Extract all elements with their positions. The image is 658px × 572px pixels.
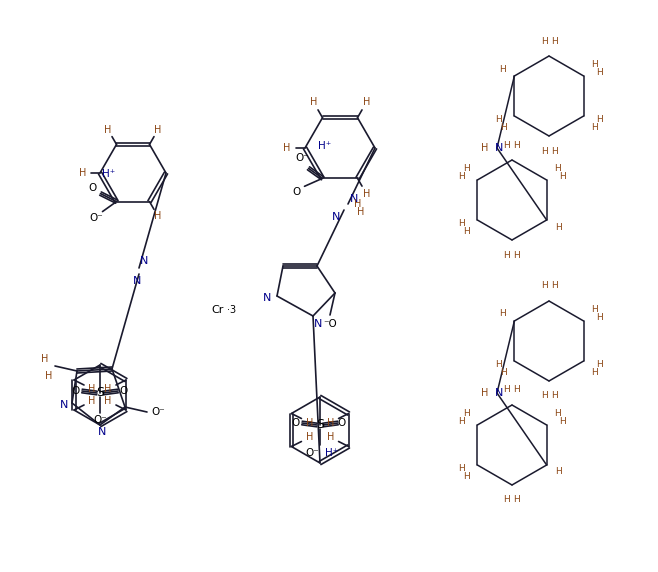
Text: O⁻: O⁻ (89, 213, 103, 223)
Text: H: H (595, 114, 603, 124)
Text: H: H (88, 396, 95, 406)
Text: H: H (327, 418, 334, 427)
Text: H: H (503, 141, 511, 149)
Text: H: H (555, 223, 562, 232)
Text: H: H (495, 114, 502, 124)
Text: H: H (459, 464, 465, 472)
Text: H: H (541, 281, 547, 291)
Text: H: H (551, 391, 557, 400)
Text: N: N (350, 194, 358, 204)
Text: H: H (363, 97, 370, 107)
Text: H: H (354, 199, 362, 209)
Text: H: H (80, 168, 87, 178)
Text: H: H (357, 207, 365, 217)
Text: H: H (541, 37, 547, 46)
Text: H: H (310, 97, 317, 107)
Text: H: H (514, 386, 520, 395)
Text: H: H (541, 146, 547, 156)
Text: O: O (338, 418, 346, 428)
Text: N: N (495, 143, 503, 153)
Text: H: H (591, 368, 597, 378)
Text: N: N (139, 256, 148, 266)
Text: H: H (306, 418, 313, 427)
Text: Cr: Cr (212, 305, 224, 315)
Text: H: H (554, 408, 561, 418)
Text: H: H (105, 125, 112, 134)
Text: H: H (363, 189, 370, 199)
Text: H: H (595, 360, 603, 369)
Text: H: H (591, 124, 597, 132)
Text: H: H (595, 313, 603, 323)
Text: H: H (551, 281, 557, 291)
Text: H: H (551, 37, 557, 46)
Text: H: H (463, 408, 470, 418)
Text: H: H (514, 251, 520, 260)
Text: N: N (133, 276, 141, 286)
Text: H: H (495, 360, 502, 369)
Text: O⁻: O⁻ (295, 153, 309, 164)
Text: H: H (459, 418, 465, 426)
Text: H: H (459, 172, 465, 181)
Text: N: N (314, 319, 322, 329)
Text: H: H (463, 164, 470, 173)
Text: H: H (503, 495, 511, 505)
Text: H: H (41, 354, 49, 364)
Text: H: H (514, 141, 520, 149)
Text: O: O (292, 187, 301, 197)
Text: H: H (555, 467, 562, 476)
Text: H: H (463, 472, 470, 481)
Text: H: H (155, 211, 162, 221)
Text: H: H (514, 495, 520, 505)
Text: O: O (72, 386, 80, 396)
Text: H: H (481, 388, 489, 398)
Text: H: H (591, 305, 597, 313)
Text: H: H (499, 65, 505, 73)
Text: O⁻: O⁻ (93, 415, 107, 425)
Text: H: H (559, 418, 565, 426)
Text: O⁻: O⁻ (305, 448, 319, 458)
Text: O: O (120, 386, 128, 396)
Text: O: O (292, 418, 300, 428)
Text: H⁺: H⁺ (325, 448, 339, 458)
Text: H: H (306, 432, 313, 443)
Text: H: H (503, 386, 511, 395)
Text: H: H (541, 391, 547, 400)
Text: N: N (263, 293, 271, 303)
Text: N: N (332, 212, 340, 222)
Text: H: H (155, 125, 162, 134)
Text: H⁺: H⁺ (102, 169, 115, 178)
Text: H: H (503, 251, 511, 260)
Text: H⁺: H⁺ (318, 141, 331, 152)
Text: H: H (284, 143, 291, 153)
Text: N: N (495, 388, 503, 398)
Text: O: O (88, 182, 97, 193)
Text: N: N (98, 427, 106, 437)
Text: H: H (88, 384, 95, 394)
Text: S: S (96, 387, 104, 399)
Text: H: H (559, 172, 565, 181)
Text: H: H (459, 219, 465, 228)
Text: H: H (463, 227, 470, 236)
Text: ⁻O: ⁻O (323, 319, 337, 329)
Text: ·3: ·3 (228, 305, 237, 315)
Text: S: S (316, 419, 324, 431)
Text: H: H (481, 143, 489, 153)
Text: H: H (551, 146, 557, 156)
Text: H: H (554, 164, 561, 173)
Text: H: H (501, 124, 507, 132)
Text: H: H (45, 371, 53, 381)
Text: H: H (591, 59, 597, 69)
Text: H: H (327, 432, 334, 443)
Text: O⁻: O⁻ (151, 407, 165, 417)
Text: H: H (499, 309, 505, 319)
Text: H: H (501, 368, 507, 378)
Text: H: H (595, 68, 603, 77)
Text: H: H (105, 396, 112, 406)
Text: N: N (60, 400, 68, 410)
Text: H: H (105, 384, 112, 394)
